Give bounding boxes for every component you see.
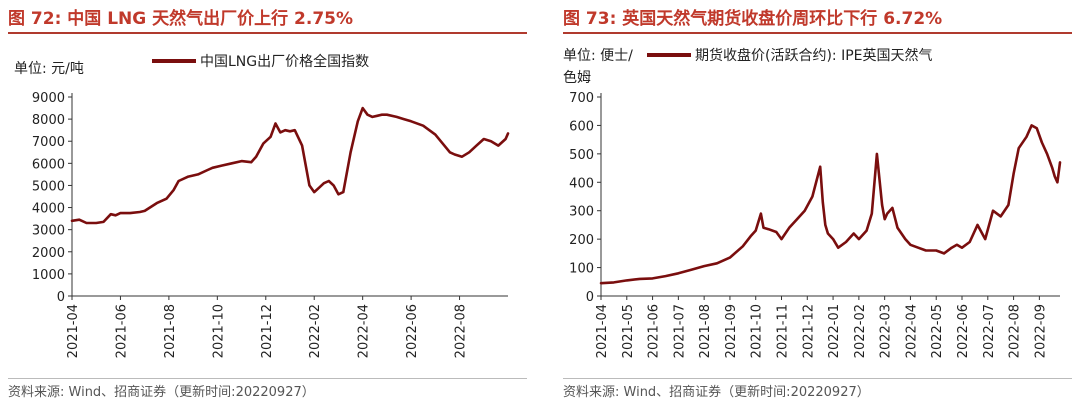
- line-chart: 0 100 200 300 400 500 600 700 2021-04 2021-05 2021…: [569, 91, 1062, 358]
- x-tick-label: 2022-08: [1008, 304, 1023, 358]
- x-tick-label: 2021-06: [647, 304, 662, 358]
- x-tick-label: 2022-02: [853, 304, 868, 358]
- series-line: [599, 124, 1062, 285]
- y-tick-label: 2000: [32, 246, 65, 261]
- y-tick-label: 0: [57, 290, 65, 305]
- x-tick-label: 2022-03: [879, 304, 894, 358]
- y-tick-label: 6000: [32, 157, 65, 172]
- x-tick-label: 2021-04: [595, 304, 610, 358]
- chart-title: 图 72: 中国 LNG 天然气出厂价上行 2.75%: [8, 9, 354, 29]
- y-tick-label: 500: [569, 148, 594, 163]
- x-tick-label: 2022-06: [405, 304, 420, 358]
- y-tick-label: 400: [569, 176, 594, 191]
- unit-label-continued: 色姆: [563, 70, 591, 86]
- x-tick-label: 2021-10: [211, 304, 226, 358]
- y-tick-label: 4000: [32, 202, 65, 217]
- source-note: 资料来源: Wind、招商证券（更新时间:20220927）: [563, 385, 870, 400]
- x-tick-label: 2022-04: [904, 304, 919, 358]
- x-tick-label: 2021-05: [621, 304, 636, 358]
- legend-label: 中国LNG出厂价格全国指数: [200, 54, 370, 70]
- y-tick-label: 300: [569, 205, 594, 220]
- x-tick-label: 2021-04: [66, 304, 81, 358]
- x-tick-label: 2022-04: [357, 304, 372, 358]
- source-note: 资料来源: Wind、招商证券（更新时间:20220927）: [8, 385, 315, 400]
- x-tick-label: 2021-09: [724, 304, 739, 358]
- y-tick-label: 1000: [32, 268, 65, 283]
- title-divider: [8, 32, 527, 34]
- unit-label: 单位: 元/吨: [14, 61, 84, 77]
- chart-panel-right: 图 73: 英国天然气期货收盘价周环比下行 6.72% 单位: 便士/ 期货收盘…: [555, 0, 1080, 411]
- chart-title: 图 73: 英国天然气期货收盘价周环比下行 6.72%: [563, 9, 943, 29]
- x-tick-label: 2022-06: [956, 304, 971, 358]
- x-tick-label: 2021-12: [260, 304, 275, 358]
- x-tick-label: 2022-07: [982, 304, 997, 358]
- y-tick-label: 100: [569, 262, 594, 277]
- legend-swatch: [152, 59, 196, 63]
- x-tick-label: 2021-11: [776, 304, 791, 358]
- x-tick-label: 2021-06: [114, 304, 129, 358]
- y-tick-label: 600: [569, 119, 594, 134]
- chart-panel-left: 图 72: 中国 LNG 天然气出厂价上行 2.75% 单位: 元/吨 中国LN…: [0, 0, 535, 411]
- x-tick-label: 2022-02: [308, 304, 323, 358]
- title-divider: [563, 32, 1072, 34]
- x-tick-label: 2022-05: [930, 304, 945, 358]
- y-tick-label: 9000: [32, 91, 65, 106]
- x-tick-label: 2021-08: [698, 304, 713, 358]
- source-divider: [8, 378, 527, 379]
- y-tick-label: 5000: [32, 179, 65, 194]
- line-chart: 0 1000 2000 3000 4000 5000 6000 7000 8000 9000 202…: [32, 91, 510, 358]
- y-tick-label: 200: [569, 233, 594, 248]
- x-tick-label: 2021-08: [163, 304, 178, 358]
- series-line: [70, 106, 510, 225]
- x-tick-label: 2021-12: [801, 304, 816, 358]
- x-tick-label: 2021-10: [750, 304, 765, 358]
- legend-label: 期货收盘价(活跃合约): IPE英国天然气: [695, 48, 933, 64]
- source-divider: [563, 378, 1072, 379]
- unit-label: 单位: 便士/: [563, 48, 633, 64]
- x-tick-label: 2022-01: [827, 304, 842, 358]
- y-tick-label: 0: [586, 290, 594, 305]
- y-tick-label: 3000: [32, 224, 65, 239]
- y-tick-label: 7000: [32, 135, 65, 150]
- x-tick-label: 2022-08: [454, 304, 469, 358]
- x-tick-label: 2022-09: [1033, 304, 1048, 358]
- legend: 中国LNG出厂价格全国指数: [152, 51, 369, 71]
- x-tick-label: 2021-07: [672, 304, 687, 358]
- y-tick-label: 8000: [32, 113, 65, 128]
- legend: 期货收盘价(活跃合约): IPE英国天然气: [647, 45, 933, 65]
- y-tick-label: 700: [569, 91, 594, 106]
- legend-swatch: [647, 53, 691, 57]
